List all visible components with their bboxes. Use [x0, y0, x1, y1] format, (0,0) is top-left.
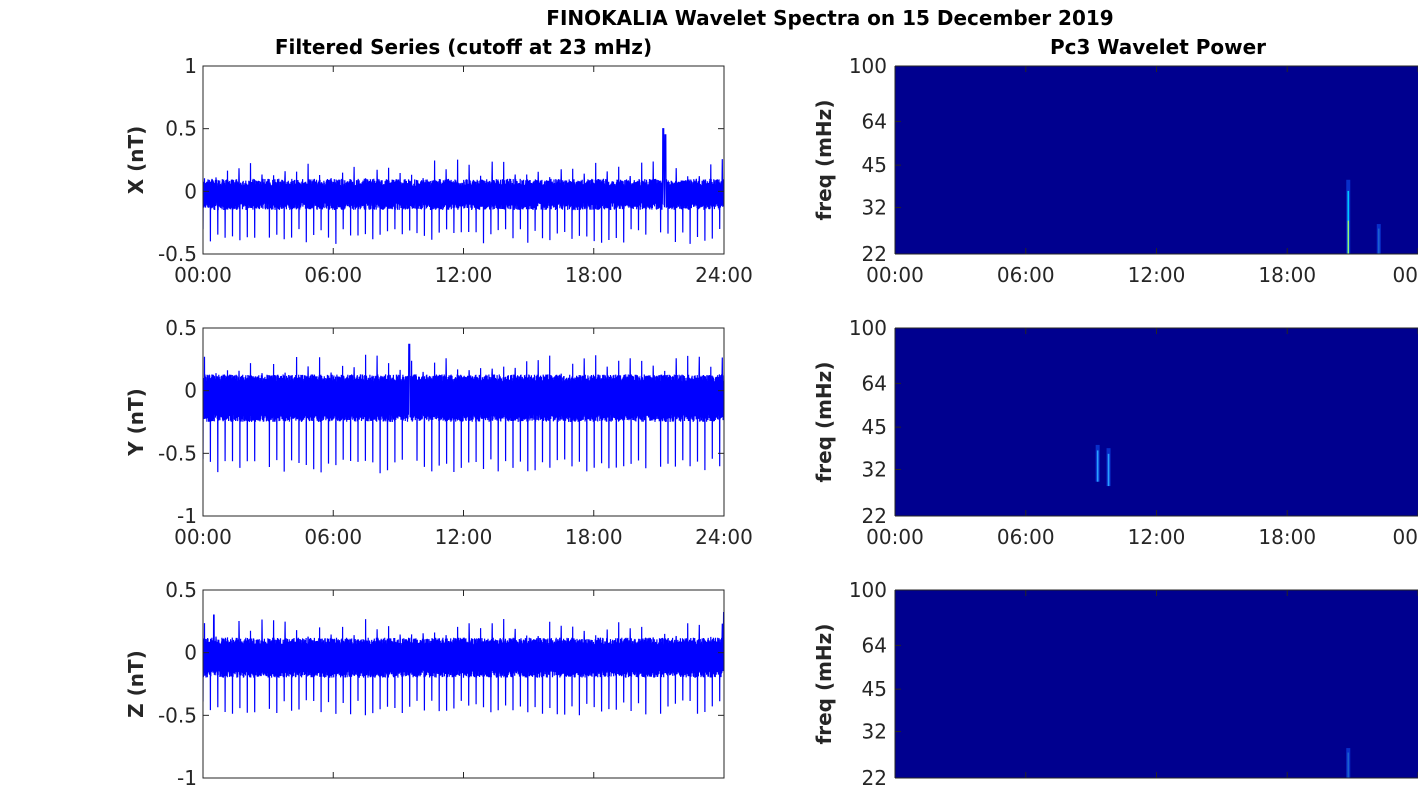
- y-tick-label: 32: [862, 719, 887, 743]
- panel-title: Pc3 Wavelet Power: [1050, 35, 1266, 59]
- x-tick-label: 12:00: [1128, 263, 1186, 287]
- y-axis-label: freq (mHz): [812, 624, 836, 745]
- y-tick-label: 100: [849, 54, 887, 78]
- x-tick-label: 24:00: [695, 525, 753, 549]
- x-tick-label: 18:00: [565, 263, 623, 287]
- y-tick-label: 64: [862, 633, 887, 657]
- y-axis-label: freq (mHz): [812, 100, 836, 221]
- y-tick-label: 32: [862, 195, 887, 219]
- series-line: [203, 612, 724, 716]
- y-tick-label: 0: [184, 379, 197, 403]
- x-tick-label: 12:00: [1128, 525, 1186, 549]
- y-axis-label: freq (mHz): [812, 362, 836, 483]
- heatmap-background: [895, 328, 1418, 516]
- heatmap-cell: [1347, 752, 1350, 778]
- y-tick-label: 64: [862, 371, 887, 395]
- y-tick-label: -1: [177, 766, 197, 788]
- y-axis-label: Y (nT): [124, 388, 148, 457]
- x-tick-label: 00: [1393, 263, 1418, 287]
- x-tick-label: 18:00: [1258, 263, 1316, 287]
- line-panel-0: -0.5 0 0.5 1 00:00 06:00 12:00 18:00 24:00 X (nT)…: [124, 35, 753, 287]
- x-tick-label: 18:00: [1258, 525, 1316, 549]
- y-tick-label: 0: [184, 179, 197, 203]
- heatmap-cell: [1096, 450, 1099, 482]
- x-tick-label: 00:00: [866, 525, 924, 549]
- y-tick-label: 0.5: [165, 578, 197, 602]
- x-tick-label: 12:00: [435, 263, 493, 287]
- y-tick-label: 1: [184, 54, 197, 78]
- x-tick-label: 00:00: [174, 263, 232, 287]
- y-tick-label: 0: [184, 641, 197, 665]
- heatmap-cell: [1347, 220, 1349, 254]
- y-tick-label: 22: [862, 766, 887, 788]
- y-tick-label: 100: [849, 316, 887, 340]
- x-tick-label: 00:00: [866, 263, 924, 287]
- y-tick-label: 22: [862, 504, 887, 528]
- y-axis-label: Z (nT): [124, 650, 148, 718]
- series-line: [203, 128, 724, 244]
- heatmap-background: [895, 590, 1418, 778]
- y-tick-label: 0.5: [165, 316, 197, 340]
- figure-title: FINOKALIA Wavelet Spectra on 15 December…: [546, 6, 1113, 30]
- y-tick-label: 32: [862, 457, 887, 481]
- y-tick-label: -1: [177, 504, 197, 528]
- line-panel-4: -1 -0.5 0 0.5 Z (nT): [124, 578, 725, 788]
- heatmap-panel-1: 22 32 45 64 100 00:00 06:00 12:00 18:00 00 freq (m…: [812, 35, 1418, 287]
- heatmap-background: [895, 66, 1418, 254]
- series-line: [203, 343, 724, 474]
- x-tick-label: 00:00: [174, 525, 232, 549]
- y-tick-label: 45: [862, 415, 887, 439]
- x-tick-label: 00: [1393, 525, 1418, 549]
- heatmap-cell: [1377, 228, 1380, 254]
- y-tick-label: -0.5: [158, 703, 197, 727]
- y-tick-label: -0.5: [158, 242, 197, 266]
- heatmap-panel-5: 22 32 45 64 100 freq (mHz): [812, 578, 1418, 788]
- x-tick-label: 06:00: [997, 525, 1055, 549]
- y-tick-label: 0.5: [165, 117, 197, 141]
- heatmap-panel-3: 22 32 45 64 100 00:00 06:00 12:00 18:00 00 freq (m…: [812, 316, 1418, 549]
- y-tick-label: 45: [862, 153, 887, 177]
- y-axis-label: X (nT): [124, 126, 148, 195]
- x-tick-label: 18:00: [565, 525, 623, 549]
- x-tick-label: 06:00: [304, 263, 362, 287]
- panel-title: Filtered Series (cutoff at 23 mHz): [275, 35, 652, 59]
- y-tick-label: 22: [862, 242, 887, 266]
- y-tick-label: 100: [849, 578, 887, 602]
- heatmap-cell: [1107, 453, 1110, 487]
- y-tick-label: -0.5: [158, 441, 197, 465]
- x-tick-label: 06:00: [997, 263, 1055, 287]
- x-tick-label: 12:00: [435, 525, 493, 549]
- line-panel-2: -1 -0.5 0 0.5 00:00 06:00 12:00 18:00 24:00 Y (nT…: [124, 316, 753, 549]
- y-tick-label: 45: [862, 677, 887, 701]
- panels: -0.5 0 0.5 1 00:00 06:00 12:00 18:00 24:00 X (nT)…: [124, 35, 1418, 788]
- x-tick-label: 06:00: [304, 525, 362, 549]
- y-tick-label: 64: [862, 109, 887, 133]
- x-tick-label: 24:00: [695, 263, 753, 287]
